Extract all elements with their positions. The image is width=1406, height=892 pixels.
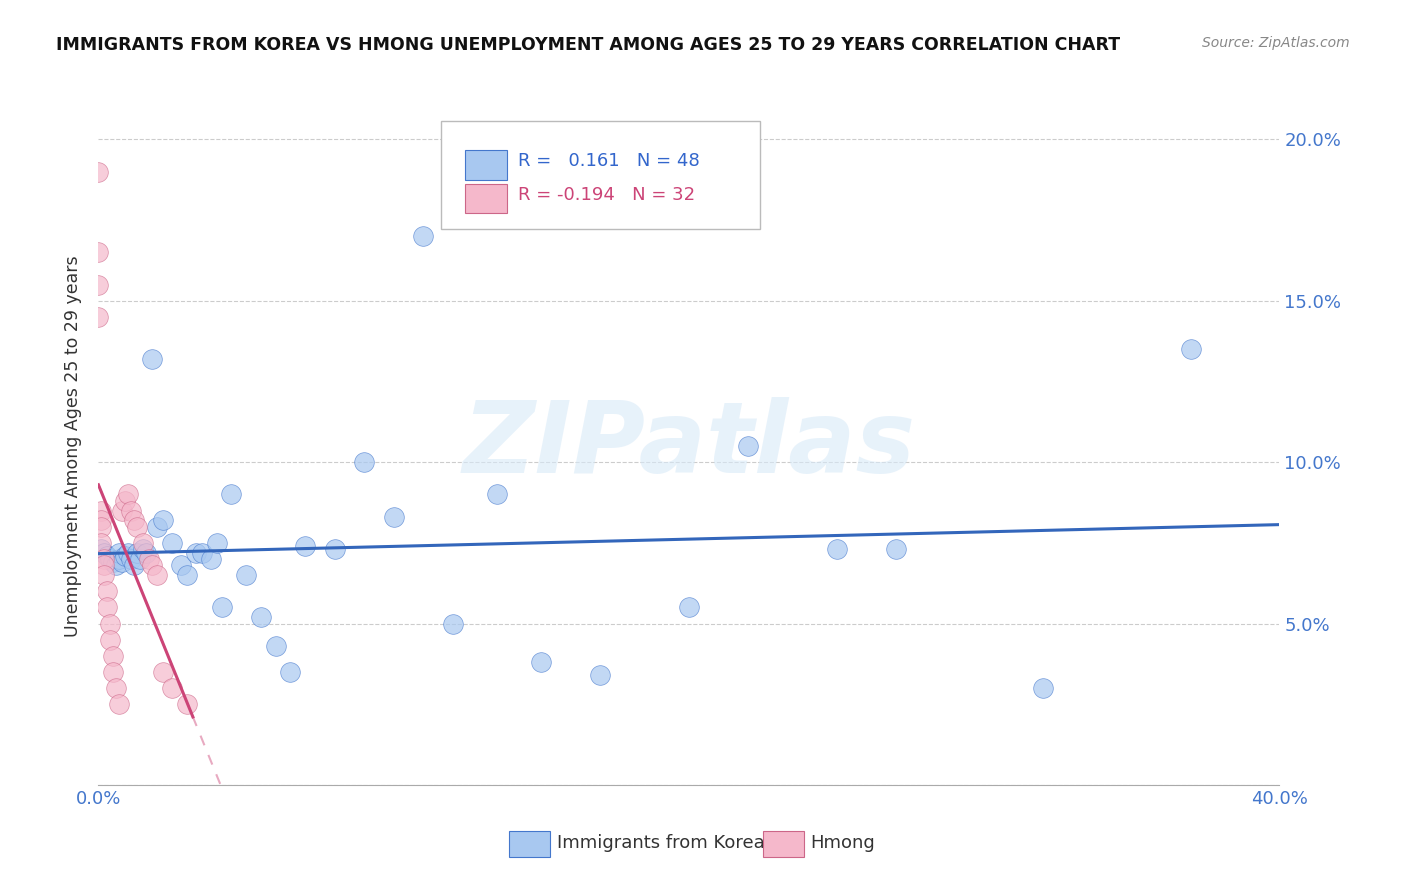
Point xyxy=(98,632,121,647)
Text: ZIPatlas: ZIPatlas xyxy=(463,398,915,494)
Point xyxy=(93,568,115,582)
Point xyxy=(103,648,125,663)
Point xyxy=(884,542,907,557)
Text: R = -0.194   N = 32: R = -0.194 N = 32 xyxy=(517,186,695,204)
Point xyxy=(135,545,157,559)
Point xyxy=(111,555,134,569)
Point xyxy=(353,455,375,469)
Point xyxy=(90,519,112,533)
Point xyxy=(486,487,509,501)
Point xyxy=(93,558,115,573)
Point xyxy=(264,639,287,653)
Text: Immigrants from Korea: Immigrants from Korea xyxy=(557,834,765,852)
Point xyxy=(132,536,155,550)
Point xyxy=(87,245,110,260)
Point xyxy=(105,681,128,695)
Point xyxy=(114,549,136,563)
Text: R =   0.161   N = 48: R = 0.161 N = 48 xyxy=(517,153,699,170)
Point xyxy=(141,558,163,573)
FancyBboxPatch shape xyxy=(763,831,803,857)
Y-axis label: Unemployment Among Ages 25 to 29 years: Unemployment Among Ages 25 to 29 years xyxy=(65,255,83,637)
Point xyxy=(280,665,302,679)
Point xyxy=(125,545,148,559)
Point xyxy=(122,513,145,527)
Point xyxy=(162,536,183,550)
Text: IMMIGRANTS FROM KOREA VS HMONG UNEMPLOYMENT AMONG AGES 25 TO 29 YEARS CORRELATIO: IMMIGRANTS FROM KOREA VS HMONG UNEMPLOYM… xyxy=(56,36,1121,54)
Point xyxy=(176,698,198,712)
Point xyxy=(191,545,214,559)
Point xyxy=(221,487,243,501)
Point xyxy=(382,510,405,524)
Point xyxy=(96,549,118,563)
Point xyxy=(146,568,169,582)
Point xyxy=(103,555,125,569)
Point xyxy=(108,552,131,566)
Point xyxy=(205,536,228,550)
Point xyxy=(90,503,112,517)
Point xyxy=(323,542,346,557)
Text: Source: ZipAtlas.com: Source: ZipAtlas.com xyxy=(1202,36,1350,50)
FancyBboxPatch shape xyxy=(464,184,508,213)
Point xyxy=(825,542,848,557)
Point xyxy=(128,552,150,566)
FancyBboxPatch shape xyxy=(464,150,508,179)
Point xyxy=(117,545,139,559)
Point xyxy=(87,164,110,178)
Point xyxy=(90,513,112,527)
Point xyxy=(211,600,233,615)
Point xyxy=(117,487,139,501)
Point xyxy=(141,351,163,366)
Point xyxy=(152,513,174,527)
FancyBboxPatch shape xyxy=(441,120,759,229)
Point xyxy=(125,519,148,533)
Point xyxy=(111,503,134,517)
Point xyxy=(152,665,174,679)
Point xyxy=(200,552,222,566)
Point xyxy=(737,439,759,453)
Point xyxy=(170,558,193,573)
FancyBboxPatch shape xyxy=(509,831,550,857)
Point xyxy=(108,545,131,559)
Point xyxy=(120,552,142,566)
Point xyxy=(93,552,115,566)
Point xyxy=(98,552,121,566)
Point xyxy=(441,616,464,631)
Point xyxy=(184,545,207,559)
Point xyxy=(98,616,121,631)
Point xyxy=(90,536,112,550)
Point xyxy=(412,229,434,244)
Point xyxy=(132,542,155,557)
Point xyxy=(120,503,142,517)
Text: Hmong: Hmong xyxy=(811,834,876,852)
Point xyxy=(122,558,145,573)
Point xyxy=(114,494,136,508)
Point xyxy=(146,519,169,533)
Point xyxy=(1180,342,1202,356)
Point xyxy=(162,681,183,695)
Point xyxy=(1032,681,1054,695)
Point xyxy=(96,584,118,599)
Point xyxy=(87,310,110,324)
Point xyxy=(235,568,257,582)
Point xyxy=(530,655,553,669)
Point xyxy=(103,665,125,679)
Point xyxy=(678,600,700,615)
Point xyxy=(87,277,110,292)
Point xyxy=(108,698,131,712)
Point xyxy=(250,610,273,624)
Point xyxy=(138,552,160,566)
Point xyxy=(105,558,128,573)
Point xyxy=(589,668,612,682)
Point xyxy=(90,542,112,557)
Point xyxy=(93,545,115,559)
Point xyxy=(96,600,118,615)
Point xyxy=(176,568,198,582)
Point xyxy=(294,539,316,553)
